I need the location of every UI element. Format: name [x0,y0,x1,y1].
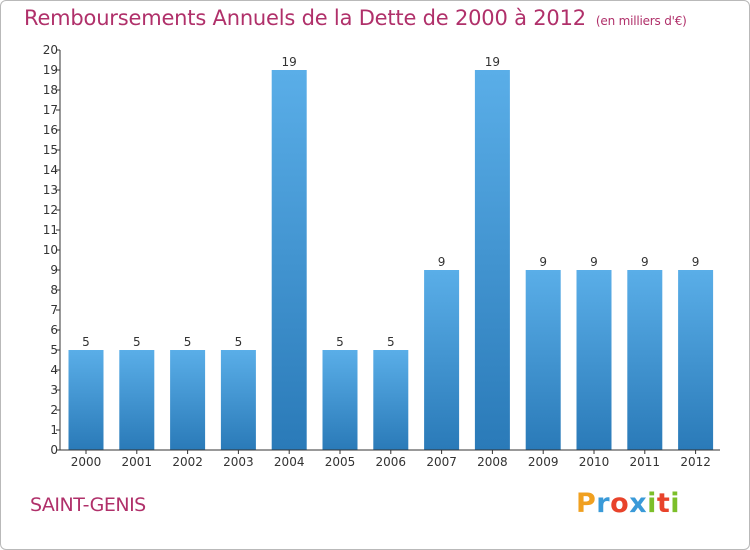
data-label-2001: 5 [133,335,141,349]
data-label-2006: 5 [387,335,395,349]
y-tick-label-7: 7 [50,303,58,317]
x-tick-label-2009: 2009 [528,455,559,469]
x-tick-label-2003: 2003 [223,455,254,469]
proxiti-logo: Proxiti [576,488,680,519]
x-tick-label-2008: 2008 [477,455,508,469]
y-tick-label-14: 14 [43,163,58,177]
data-label-2012: 9 [692,255,700,269]
bar-2011 [627,270,663,450]
x-tick-label-2011: 2011 [630,455,661,469]
x-tick-label-2006: 2006 [376,455,407,469]
logo-letter: P [576,488,597,519]
bar-2010 [576,270,612,450]
data-label-2010: 9 [590,255,598,269]
axes-group [56,49,720,454]
data-label-2007: 9 [438,255,446,269]
y-tick-label-18: 18 [43,83,58,97]
y-tick-label-3: 3 [50,383,58,397]
bars-group [68,70,714,450]
y-tick-label-17: 17 [43,103,58,117]
logo-letter: r [596,488,611,519]
data-label-2009: 9 [539,255,547,269]
y-tick-label-10: 10 [43,243,58,257]
y-tick-label-12: 12 [43,203,58,217]
bar-2008 [474,70,510,450]
bar-2000 [68,350,104,450]
data-label-2011: 9 [641,255,649,269]
data-label-2004: 19 [282,55,297,69]
y-tick-label-16: 16 [43,123,58,137]
commune-name: SAINT-GENIS [30,494,146,516]
y-tick-label-19: 19 [43,63,58,77]
y-tick-label-15: 15 [43,143,58,157]
bar-2001 [119,350,155,450]
logo-letter: i [647,488,657,519]
bar-2005 [322,350,358,450]
y-tick-label-13: 13 [43,183,58,197]
y-tick-label-1: 1 [50,423,58,437]
bar-2004 [271,70,307,450]
data-label-2002: 5 [184,335,192,349]
bar-2002 [170,350,206,450]
logo-letter: t [656,488,671,519]
title-text: Remboursements Annuels de la Dette de 20… [24,6,586,30]
x-tick-label-2007: 2007 [426,455,457,469]
bar-2012 [678,270,714,450]
x-tick-label-2010: 2010 [579,455,610,469]
y-tick-label-9: 9 [50,263,58,277]
chart-title: Remboursements Annuels de la Dette de 20… [24,6,687,30]
bar-2009 [525,270,561,450]
x-tick-label-2002: 2002 [172,455,203,469]
x-tick-label-2001: 2001 [122,455,153,469]
x-tick-label-2005: 2005 [325,455,356,469]
x-tick-label-2004: 2004 [274,455,305,469]
y-tick-label-8: 8 [50,283,58,297]
unit-label: (en milliers d'€) [595,14,687,28]
bar-2003 [220,350,256,450]
bar-2007 [424,270,460,450]
y-tick-label-2: 2 [50,403,58,417]
y-tick-label-4: 4 [50,363,58,377]
logo-letter: x [629,488,648,519]
logo-letter: i [670,488,681,519]
data-label-2005: 5 [336,335,344,349]
bar-2006 [373,350,409,450]
y-tick-label-6: 6 [50,323,58,337]
y-tick-label-20: 20 [43,43,58,57]
y-tick-label-11: 11 [43,223,58,237]
logo-letter: o [610,488,630,519]
data-label-2003: 5 [235,335,243,349]
data-label-2008: 19 [485,55,500,69]
data-label-2000: 5 [82,335,90,349]
x-tick-label-2000: 2000 [71,455,102,469]
x-tick-label-2012: 2012 [680,455,711,469]
y-tick-label-0: 0 [50,443,58,457]
y-tick-label-5: 5 [50,343,58,357]
labels-group: 5200052001520025200319200452005520069200… [43,43,711,469]
